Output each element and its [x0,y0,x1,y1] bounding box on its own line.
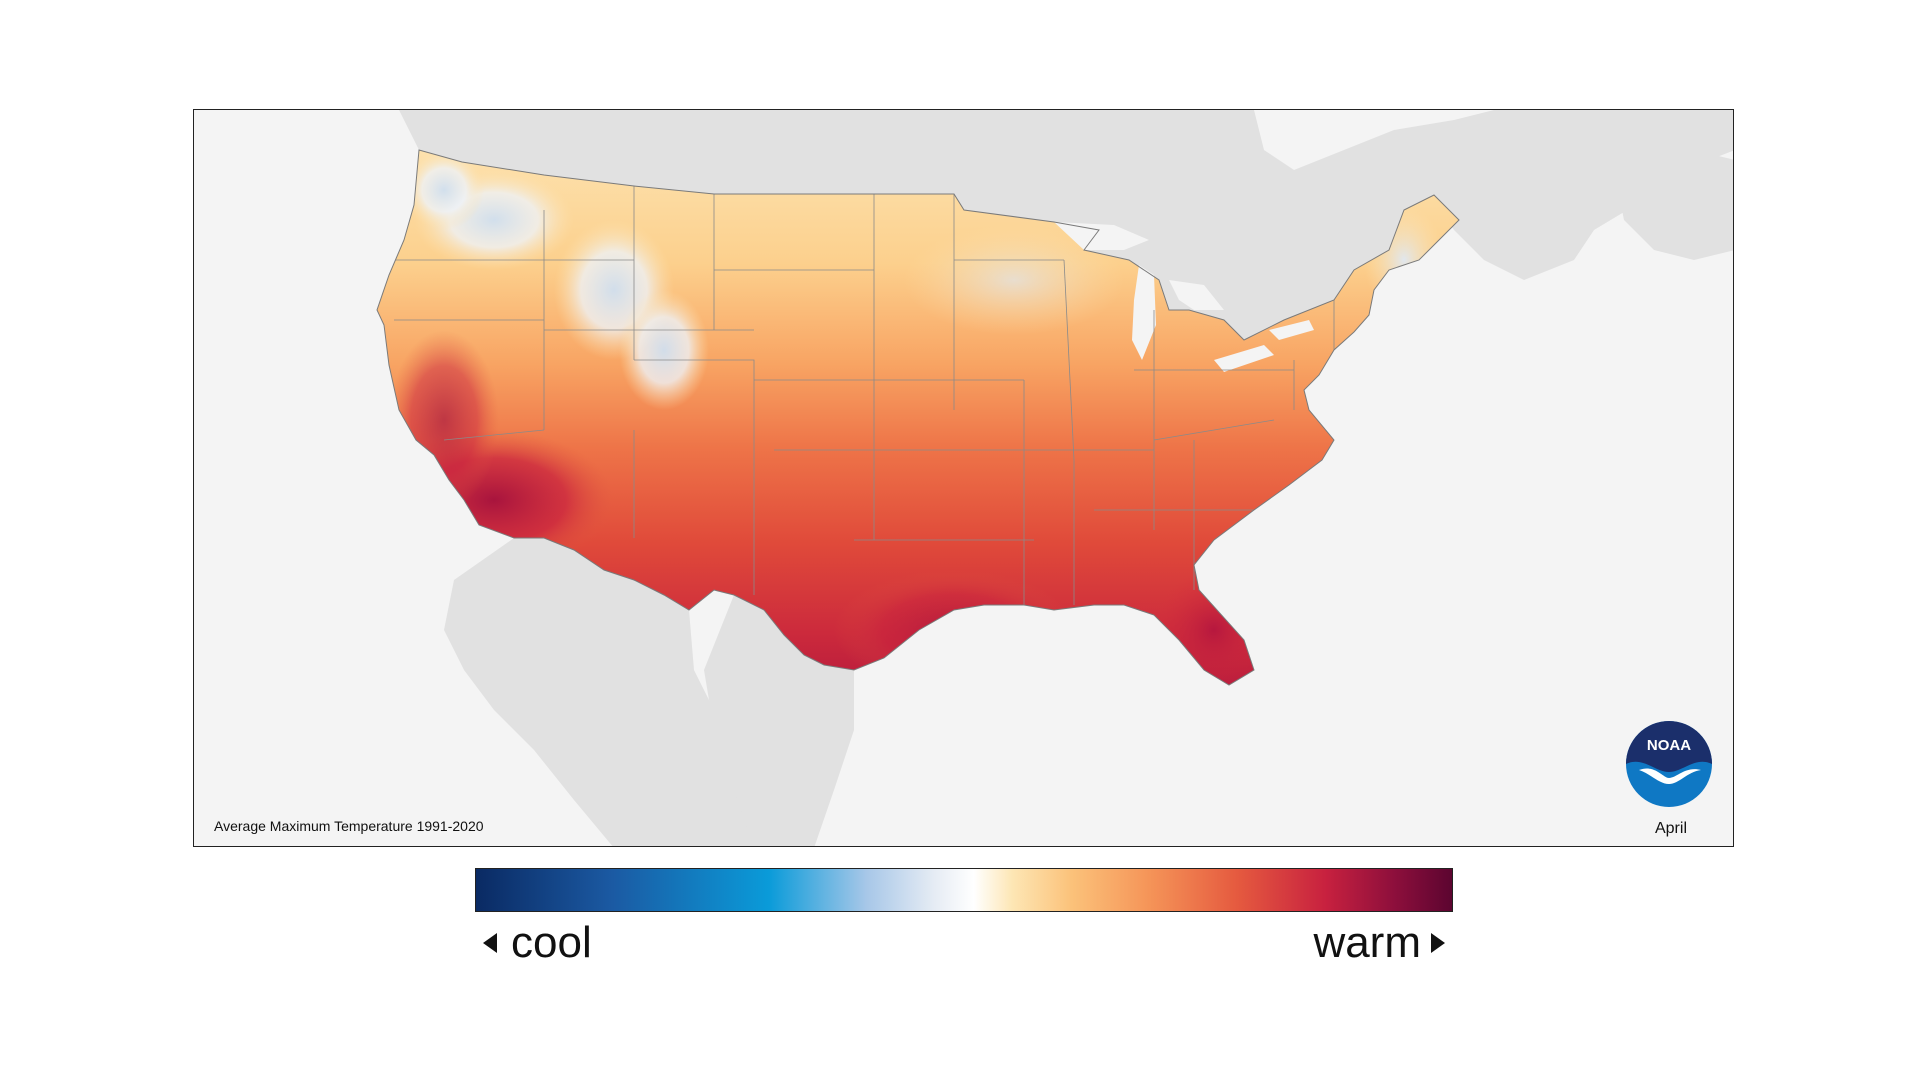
legend-warm: warm [1313,918,1445,968]
legend-warm-label: warm [1313,918,1421,967]
map-caption: Average Maximum Temperature 1991-2020 [214,818,484,834]
legend-cool: cool [483,918,592,968]
great-lakes [1054,222,1314,372]
noaa-logo: NOAA [1625,720,1713,808]
state-borders [384,186,1335,605]
month-label: April [1654,820,1687,837]
svg-text:NOAA: NOAA [1647,737,1691,754]
neighbor-land [399,110,1733,846]
temperature-map: Average Maximum Temperature 1991-2020 NO… [193,109,1734,847]
legend-labels: cool warm [475,918,1453,974]
arrow-right-icon [1431,933,1445,953]
map-canvas [376,110,1733,846]
legend-cool-label: cool [511,918,592,967]
us-outline [376,149,1460,686]
arrow-left-icon [483,933,497,953]
color-legend: cool warm [475,868,1453,974]
legend-color-bar [475,868,1453,912]
